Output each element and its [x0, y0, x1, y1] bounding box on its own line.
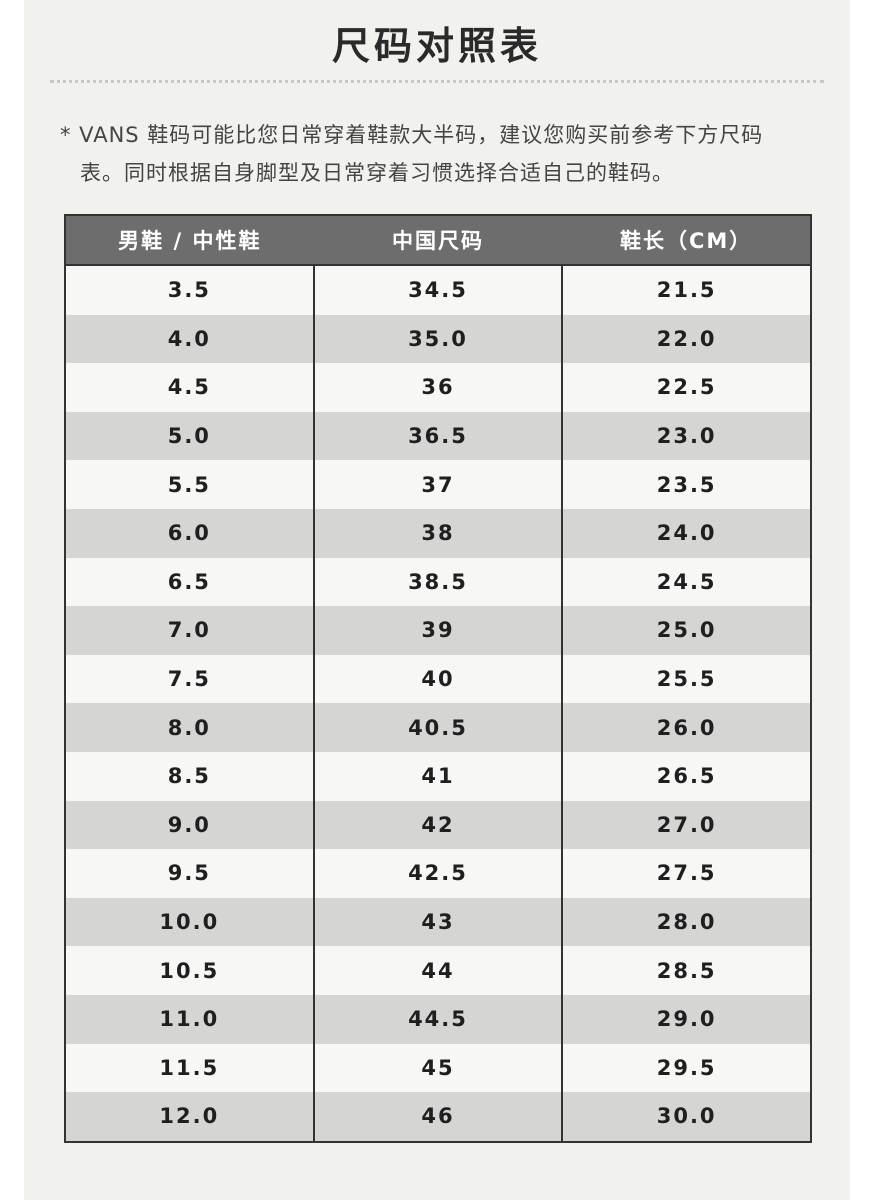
us-size-cell: 9.0 [65, 800, 314, 850]
us-size-cell: 7.5 [65, 654, 314, 704]
header-china-size: 中国尺码 [313, 215, 563, 266]
table-row: 9.5 42.5 27.5 [65, 849, 811, 898]
size-note-line-1: * VANS 鞋码可能比您日常穿着鞋款大半码，建议您购买前参考下方尺码 [60, 123, 764, 147]
length-cell: 26.0 [561, 703, 811, 752]
length-cell: 25.5 [561, 654, 811, 704]
us-size-cell: 10.0 [65, 897, 314, 947]
size-note-line-2: 表。同时根据自身脚型及日常穿着习惯选择合适自己的鞋码。 [80, 161, 674, 185]
length-cell: 29.5 [561, 1043, 811, 1093]
page-title: 尺码对照表 [331, 24, 542, 68]
length-cell: 28.0 [561, 897, 811, 947]
us-size-cell: 5.0 [65, 411, 314, 461]
us-size-cell: 11.0 [65, 994, 314, 1044]
size-table: 男鞋 / 中性鞋 中国尺码 鞋长（CM） 3.5 34.5 21.5 4.0 35.0 2… [64, 214, 812, 1143]
length-cell: 26.5 [561, 751, 811, 801]
table-row: 6.0 38 24.0 [65, 508, 811, 558]
length-cell: 22.0 [561, 314, 811, 364]
size-note: * VANS 鞋码可能比您日常穿着鞋款大半码，建议您购买前参考下方尺码 表。同时… [60, 116, 820, 192]
us-size-cell: 11.5 [65, 1043, 314, 1093]
header-shoe-length: 鞋长（CM） [562, 215, 811, 266]
table-row: 7.0 39 25.0 [65, 606, 811, 655]
china-size-cell: 44.5 [312, 994, 563, 1044]
china-size-cell: 40.5 [312, 703, 563, 752]
china-size-cell: 38.5 [312, 557, 563, 607]
china-size-cell: 40 [312, 654, 563, 704]
length-cell: 29.0 [561, 994, 811, 1044]
table-row: 11.0 44.5 29.0 [65, 994, 811, 1044]
china-size-cell: 34.5 [312, 265, 563, 315]
length-cell: 21.5 [561, 265, 811, 315]
length-cell: 23.0 [561, 411, 811, 461]
us-size-cell: 7.0 [65, 606, 314, 655]
table-row: 3.5 34.5 21.5 [65, 265, 811, 315]
length-cell: 22.5 [561, 363, 811, 412]
china-size-cell: 41 [312, 751, 563, 801]
us-size-cell: 5.5 [65, 460, 314, 509]
dotted-divider [50, 80, 824, 83]
china-size-cell: 37 [312, 460, 563, 509]
china-size-cell: 46 [312, 1092, 563, 1142]
us-size-cell: 10.5 [65, 946, 314, 995]
length-cell: 23.5 [561, 460, 811, 509]
size-chart-page: 尺码对照表 * VANS 鞋码可能比您日常穿着鞋款大半码，建议您购买前参考下方尺… [24, 0, 850, 1200]
table-header-row: 男鞋 / 中性鞋 中国尺码 鞋长（CM） [65, 215, 811, 266]
china-size-cell: 44 [312, 946, 563, 995]
header-mens-unisex: 男鞋 / 中性鞋 [65, 215, 314, 266]
table-row: 5.5 37 23.5 [65, 460, 811, 509]
table-row: 7.5 40 25.5 [65, 654, 811, 704]
table-row: 4.5 36 22.5 [65, 363, 811, 412]
table-row: 12.0 46 30.0 [65, 1092, 811, 1142]
length-cell: 27.5 [561, 849, 811, 898]
table-row: 8.0 40.5 26.0 [65, 703, 811, 752]
china-size-cell: 42.5 [312, 849, 563, 898]
length-cell: 24.0 [561, 508, 811, 558]
table-body: 3.5 34.5 21.5 4.0 35.0 22.0 4.5 36 22.5 5.0 36.5 23… [65, 265, 811, 1142]
table-row: 10.5 44 28.5 [65, 946, 811, 995]
china-size-cell: 42 [312, 800, 563, 850]
table-row: 6.5 38.5 24.5 [65, 557, 811, 607]
us-size-cell: 4.5 [65, 363, 314, 412]
us-size-cell: 6.5 [65, 557, 314, 607]
china-size-cell: 38 [312, 508, 563, 558]
length-cell: 25.0 [561, 606, 811, 655]
us-size-cell: 9.5 [65, 849, 314, 898]
us-size-cell: 6.0 [65, 508, 314, 558]
china-size-cell: 39 [312, 606, 563, 655]
length-cell: 24.5 [561, 557, 811, 607]
table-row: 5.0 36.5 23.0 [65, 411, 811, 461]
table-row: 8.5 41 26.5 [65, 751, 811, 801]
length-cell: 30.0 [561, 1092, 811, 1142]
china-size-cell: 35.0 [312, 314, 563, 364]
table-row: 9.0 42 27.0 [65, 800, 811, 850]
china-size-cell: 43 [312, 897, 563, 947]
china-size-cell: 36.5 [312, 411, 563, 461]
table-row: 11.5 45 29.5 [65, 1043, 811, 1093]
us-size-cell: 3.5 [65, 265, 314, 315]
china-size-cell: 36 [312, 363, 563, 412]
length-cell: 28.5 [561, 946, 811, 995]
table-row: 10.0 43 28.0 [65, 897, 811, 947]
china-size-cell: 45 [312, 1043, 563, 1093]
us-size-cell: 12.0 [65, 1092, 314, 1142]
us-size-cell: 8.0 [65, 703, 314, 752]
length-cell: 27.0 [561, 800, 811, 850]
us-size-cell: 4.0 [65, 314, 314, 364]
table-row: 4.0 35.0 22.0 [65, 314, 811, 364]
us-size-cell: 8.5 [65, 751, 314, 801]
